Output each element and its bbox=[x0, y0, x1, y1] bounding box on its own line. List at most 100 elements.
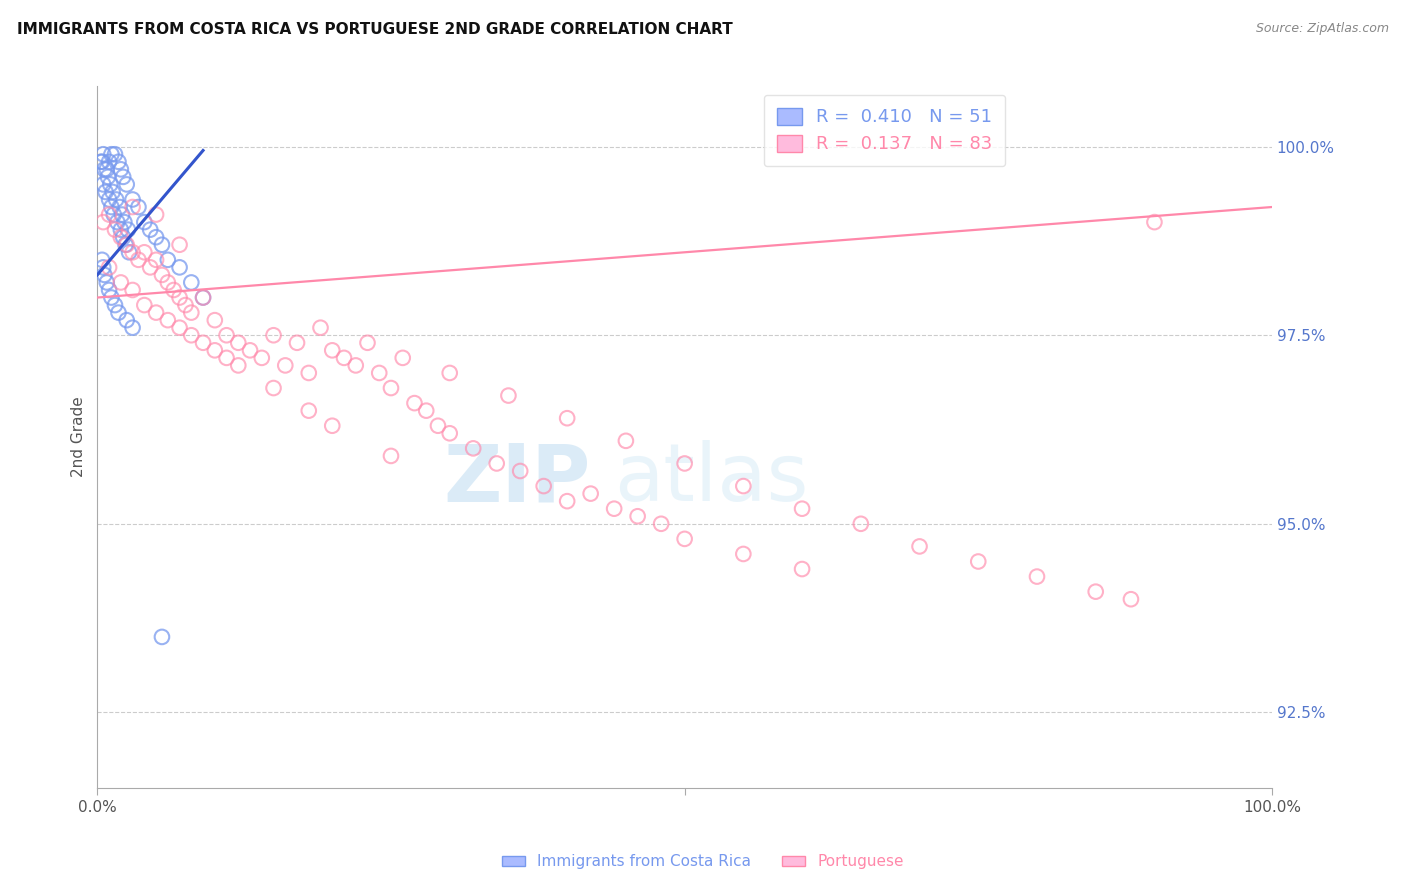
Point bbox=[579, 486, 602, 500]
Point bbox=[614, 434, 637, 448]
Point bbox=[150, 237, 173, 252]
Point bbox=[91, 178, 114, 192]
Point bbox=[111, 208, 134, 222]
Text: IMMIGRANTS FROM COSTA RICA VS PORTUGUESE 2ND GRADE CORRELATION CHART: IMMIGRANTS FROM COSTA RICA VS PORTUGUESE… bbox=[17, 22, 733, 37]
Point bbox=[139, 222, 162, 236]
Point bbox=[121, 245, 143, 260]
Point bbox=[156, 276, 179, 290]
Point bbox=[108, 200, 131, 214]
Point bbox=[215, 328, 238, 343]
Point bbox=[427, 418, 450, 433]
Point bbox=[356, 335, 378, 350]
Point bbox=[114, 237, 136, 252]
Point bbox=[145, 305, 167, 319]
Point bbox=[94, 185, 117, 199]
Point bbox=[1143, 215, 1166, 229]
Point bbox=[191, 291, 214, 305]
Point bbox=[105, 193, 128, 207]
Point bbox=[415, 403, 437, 417]
Point bbox=[627, 509, 650, 524]
Point bbox=[163, 283, 186, 297]
Point bbox=[91, 260, 114, 275]
Point bbox=[215, 351, 238, 365]
Point bbox=[121, 193, 143, 207]
Point bbox=[790, 501, 813, 516]
Point bbox=[103, 208, 125, 222]
Point bbox=[112, 169, 135, 184]
Point bbox=[226, 335, 249, 350]
Point bbox=[112, 230, 135, 244]
Point bbox=[463, 442, 485, 456]
Point bbox=[110, 276, 132, 290]
Point bbox=[91, 147, 114, 161]
Point bbox=[101, 185, 124, 199]
Point bbox=[1084, 584, 1107, 599]
Point bbox=[107, 305, 129, 319]
Point bbox=[134, 298, 156, 312]
Point bbox=[285, 335, 308, 350]
Point bbox=[169, 260, 191, 275]
Point bbox=[121, 200, 143, 214]
Text: Source: ZipAtlas.com: Source: ZipAtlas.com bbox=[1256, 22, 1389, 36]
Point bbox=[98, 193, 121, 207]
Point bbox=[105, 215, 128, 229]
Point bbox=[90, 154, 112, 169]
Point bbox=[134, 245, 156, 260]
Point bbox=[145, 230, 167, 244]
Point bbox=[439, 366, 461, 380]
Point bbox=[555, 494, 578, 508]
Point bbox=[156, 313, 179, 327]
Point bbox=[98, 283, 121, 297]
Point bbox=[127, 252, 149, 267]
Point bbox=[498, 388, 520, 402]
Point bbox=[380, 449, 402, 463]
Point bbox=[139, 260, 162, 275]
Point bbox=[180, 305, 202, 319]
Point bbox=[673, 532, 696, 546]
Point bbox=[91, 154, 114, 169]
Point bbox=[250, 351, 273, 365]
Point bbox=[110, 230, 132, 244]
Point bbox=[298, 403, 321, 417]
Point bbox=[1026, 569, 1049, 583]
Point bbox=[127, 200, 149, 214]
Y-axis label: 2nd Grade: 2nd Grade bbox=[72, 397, 86, 477]
Point bbox=[790, 562, 813, 576]
Point bbox=[226, 359, 249, 373]
Point bbox=[98, 154, 121, 169]
Point bbox=[96, 276, 118, 290]
Point bbox=[100, 291, 122, 305]
Point bbox=[112, 215, 135, 229]
Point bbox=[96, 162, 118, 177]
Point bbox=[1119, 592, 1142, 607]
Point bbox=[91, 215, 114, 229]
Point bbox=[145, 208, 167, 222]
Point bbox=[110, 222, 132, 236]
Point bbox=[110, 162, 132, 177]
Point bbox=[145, 252, 167, 267]
Point bbox=[180, 328, 202, 343]
Point bbox=[555, 411, 578, 425]
Point bbox=[733, 479, 755, 493]
Point bbox=[391, 351, 413, 365]
Text: atlas: atlas bbox=[614, 440, 808, 518]
Point bbox=[650, 516, 672, 531]
Point bbox=[93, 268, 115, 282]
Point bbox=[121, 320, 143, 334]
Point bbox=[733, 547, 755, 561]
Point bbox=[115, 313, 138, 327]
Point bbox=[333, 351, 356, 365]
Point bbox=[134, 215, 156, 229]
Point bbox=[533, 479, 555, 493]
Point bbox=[204, 313, 226, 327]
Point bbox=[91, 252, 114, 267]
Point bbox=[263, 381, 285, 395]
Point bbox=[97, 169, 120, 184]
Point bbox=[118, 245, 141, 260]
Point bbox=[104, 222, 127, 236]
Point bbox=[115, 237, 138, 252]
Point bbox=[169, 291, 191, 305]
Point bbox=[115, 178, 138, 192]
Point bbox=[104, 147, 127, 161]
Point bbox=[509, 464, 531, 478]
